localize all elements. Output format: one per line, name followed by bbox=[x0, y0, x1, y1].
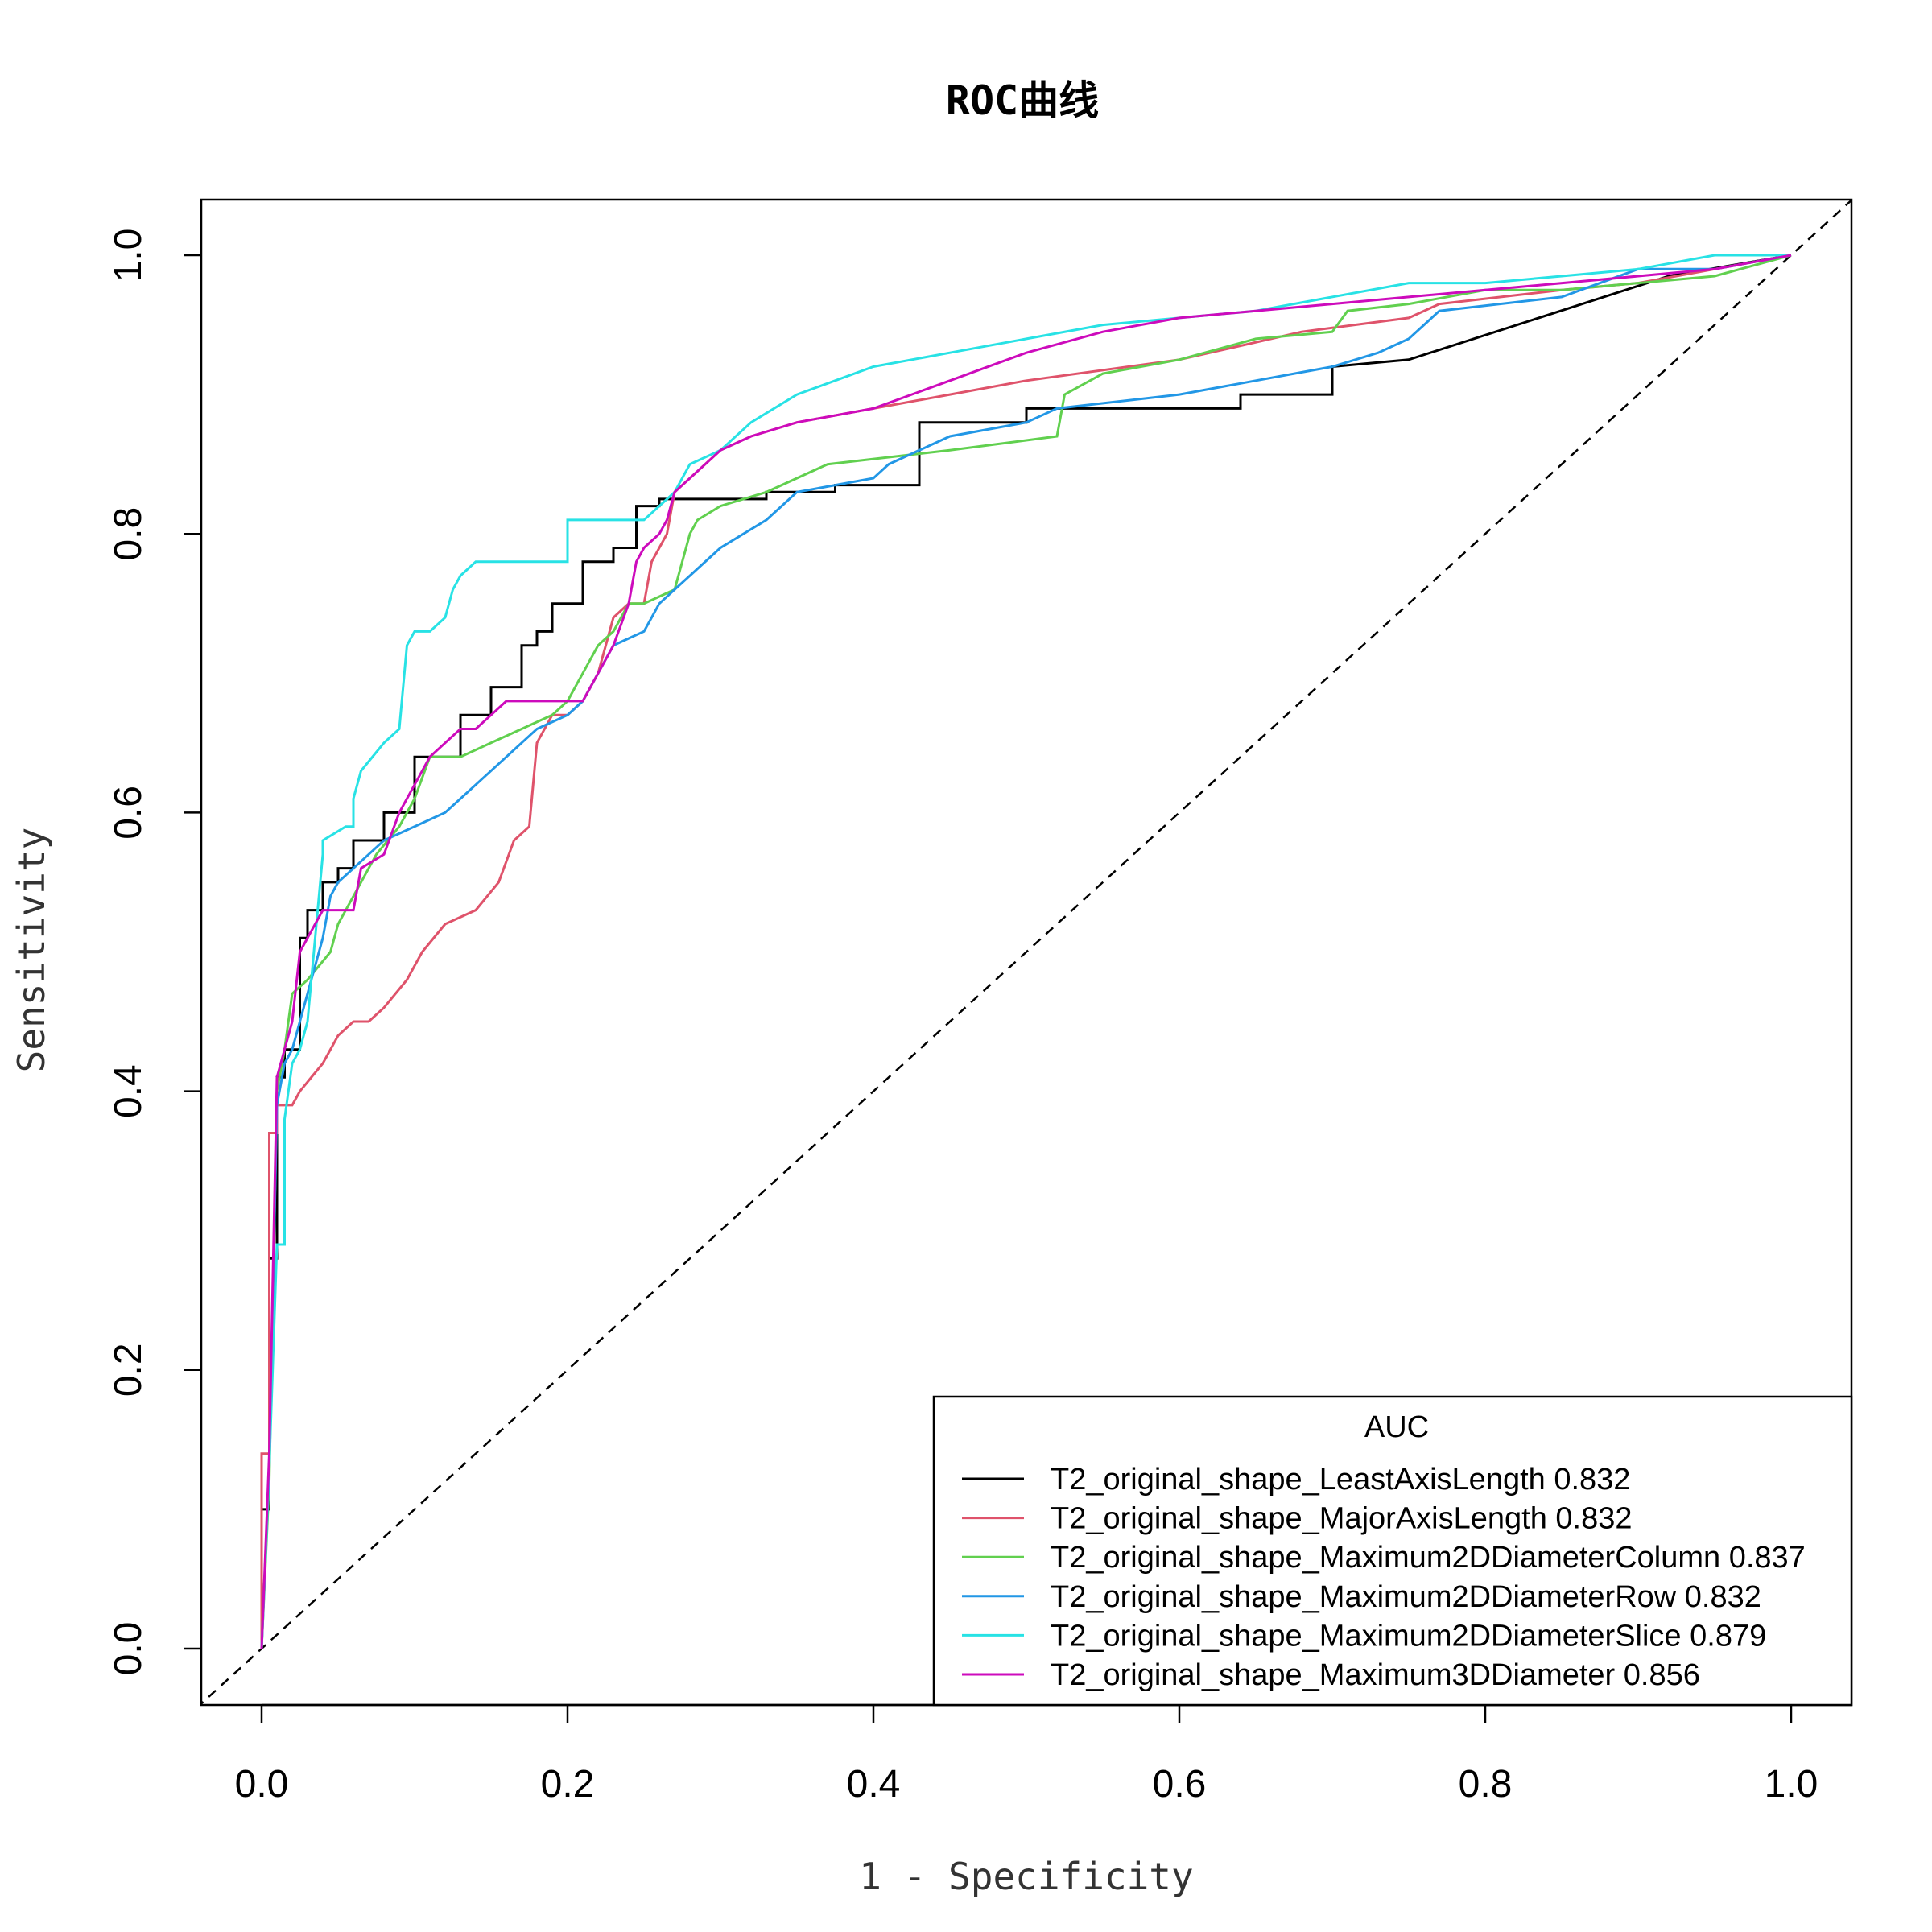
x-tick-label: 0.4 bbox=[847, 1763, 901, 1806]
legend-entry-label: T2_original_shape_Maximum3DDiameter 0.85… bbox=[1051, 1658, 1700, 1692]
x-tick-label: 0.2 bbox=[541, 1763, 595, 1806]
y-tick-label: 1.0 bbox=[107, 229, 150, 283]
roc-series-5-line bbox=[260, 254, 1791, 1649]
x-tick-label: 0.6 bbox=[1153, 1763, 1207, 1806]
legend-entry-label: T2_original_shape_MajorAxisLength 0.832 bbox=[1051, 1502, 1632, 1536]
axes: 0.0 0.2 0.4 0.6 0.8 1.0 0.0 0.2 0.4 0.6 0.8 1.0 bbox=[107, 198, 1853, 1806]
x-axis-label: 1 - Specificity bbox=[859, 1855, 1193, 1898]
reference-diagonal-line bbox=[201, 200, 1852, 1705]
legend: AUC T2_original_shape_LeastAxisLength 0.8… bbox=[932, 1395, 1853, 1707]
roc-series-6-line bbox=[260, 254, 1792, 1649]
chart-title: ROC曲线 bbox=[946, 77, 1099, 124]
y-tick-label: 0.2 bbox=[107, 1343, 150, 1397]
roc-series-1-line bbox=[260, 254, 1792, 1649]
x-tick-label: 0.8 bbox=[1459, 1763, 1513, 1806]
legend-box bbox=[932, 1395, 1853, 1707]
x-tick-label: 0.0 bbox=[235, 1763, 289, 1806]
legend-title: AUC bbox=[1364, 1410, 1429, 1444]
y-tick-label: 0.8 bbox=[107, 507, 150, 561]
plot-area bbox=[201, 200, 1852, 1705]
y-axis-label: Sensitivity bbox=[10, 828, 53, 1073]
legend-entry-label: T2_original_shape_Maximum2DDiameterSlice… bbox=[1051, 1619, 1766, 1653]
legend-entry-label: T2_original_shape_Maximum2DDiameterRow 0… bbox=[1051, 1580, 1761, 1614]
y-tick-label: 0.0 bbox=[107, 1622, 150, 1676]
y-tick-label: 0.4 bbox=[107, 1064, 150, 1118]
legend-entry-label: T2_original_shape_Maximum2DDiameterColum… bbox=[1051, 1541, 1806, 1575]
y-tick-label: 0.6 bbox=[107, 786, 150, 840]
legend-entry-label: T2_original_shape_LeastAxisLength 0.832 bbox=[1051, 1463, 1630, 1496]
x-tick-label: 1.0 bbox=[1765, 1763, 1818, 1806]
